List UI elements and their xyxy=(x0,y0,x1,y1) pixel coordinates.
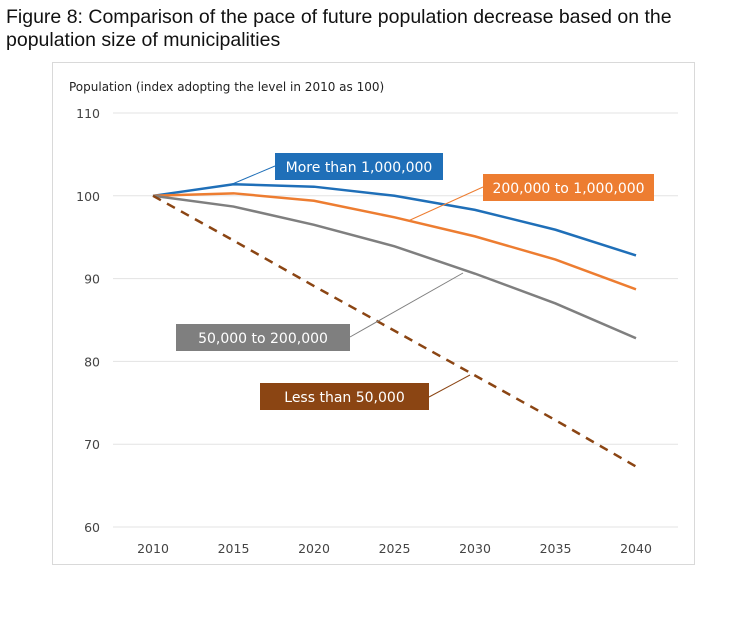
x-tick-label: 2015 xyxy=(218,541,250,556)
legend-label-box xyxy=(483,174,654,201)
series-line xyxy=(152,192,637,291)
legend-label: More than 1,000,000 xyxy=(286,160,433,176)
legend-label-box xyxy=(176,324,350,351)
y-tick-label: 60 xyxy=(84,520,100,535)
series-line xyxy=(152,182,637,257)
series-line xyxy=(152,194,637,468)
legend-label: 200,000 to 1,000,000 xyxy=(492,181,644,197)
y-tick-label: 90 xyxy=(84,272,100,287)
legend-label: Less than 50,000 xyxy=(284,390,404,406)
series-line xyxy=(152,194,637,340)
callout-leader-line xyxy=(428,374,471,398)
x-tick-label: 2035 xyxy=(540,541,572,556)
callout-leader-line xyxy=(229,165,276,186)
x-tick-label: 2010 xyxy=(137,541,169,556)
y-axis-label: Population (index adopting the level in … xyxy=(69,80,384,94)
chart-frame xyxy=(52,62,695,565)
y-tick-label: 110 xyxy=(76,106,100,121)
legend-label: 50,000 to 200,000 xyxy=(198,331,328,347)
x-tick-label: 2030 xyxy=(459,541,491,556)
y-tick-label: 70 xyxy=(84,437,100,452)
callout-leader-line xyxy=(407,186,484,222)
legend-label-box xyxy=(260,383,429,410)
x-tick-label: 2025 xyxy=(379,541,411,556)
legend-label-box xyxy=(275,153,443,180)
y-tick-label: 80 xyxy=(84,354,100,369)
figure-title: Figure 8: Comparison of the pace of futu… xyxy=(6,6,672,51)
x-tick-label: 2020 xyxy=(298,541,330,556)
callout-leader-line xyxy=(349,272,464,338)
y-tick-label: 100 xyxy=(76,189,100,204)
x-tick-label: 2040 xyxy=(620,541,652,556)
